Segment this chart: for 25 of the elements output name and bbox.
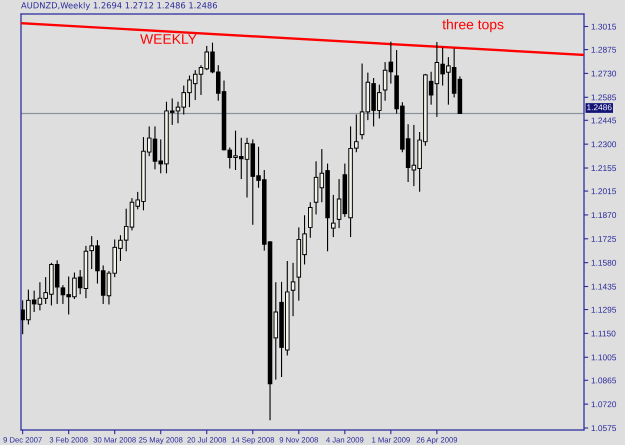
ref-line-label: 1.2486 <box>587 104 612 110</box>
y-tick-label: 1.2300 <box>592 141 616 148</box>
chart-title: AUDNZD,Weekly 1.2694 1.2712 1.2486 1.2486 <box>21 2 218 10</box>
y-tick-label: 1.0575 <box>592 425 616 432</box>
y-tick-label: 1.1435 <box>592 284 616 290</box>
y-tick-label: 1.1005 <box>592 354 616 360</box>
y-tick-label: 1.2155 <box>592 165 616 172</box>
y-tick-label: 1.3015 <box>592 24 616 30</box>
y-tick-label: 1.1725 <box>592 236 616 242</box>
y-tick-label: 1.1870 <box>592 212 616 218</box>
y-tick-label: 1.2875 <box>592 46 616 53</box>
y-tick-label: 1.1150 <box>592 330 616 337</box>
y-tick-label: 1.1580 <box>592 260 616 266</box>
y-tick-label: 1.2445 <box>592 118 616 124</box>
candlestick <box>308 202 313 238</box>
y-tick-label: 1.0865 <box>592 378 616 384</box>
y-tick-label: 1.0720 <box>592 401 616 408</box>
y-tick-label: 1.1295 <box>592 306 616 313</box>
y-tick-label: 1.2585 <box>592 94 616 100</box>
annotation: three tops <box>442 19 504 32</box>
candlestick <box>290 262 296 317</box>
candlestick <box>331 194 336 238</box>
y-tick-label: 1.2015 <box>592 188 616 194</box>
y-tick-label: 1.2730 <box>592 70 616 77</box>
annotation: WEEKLY <box>140 34 197 44</box>
